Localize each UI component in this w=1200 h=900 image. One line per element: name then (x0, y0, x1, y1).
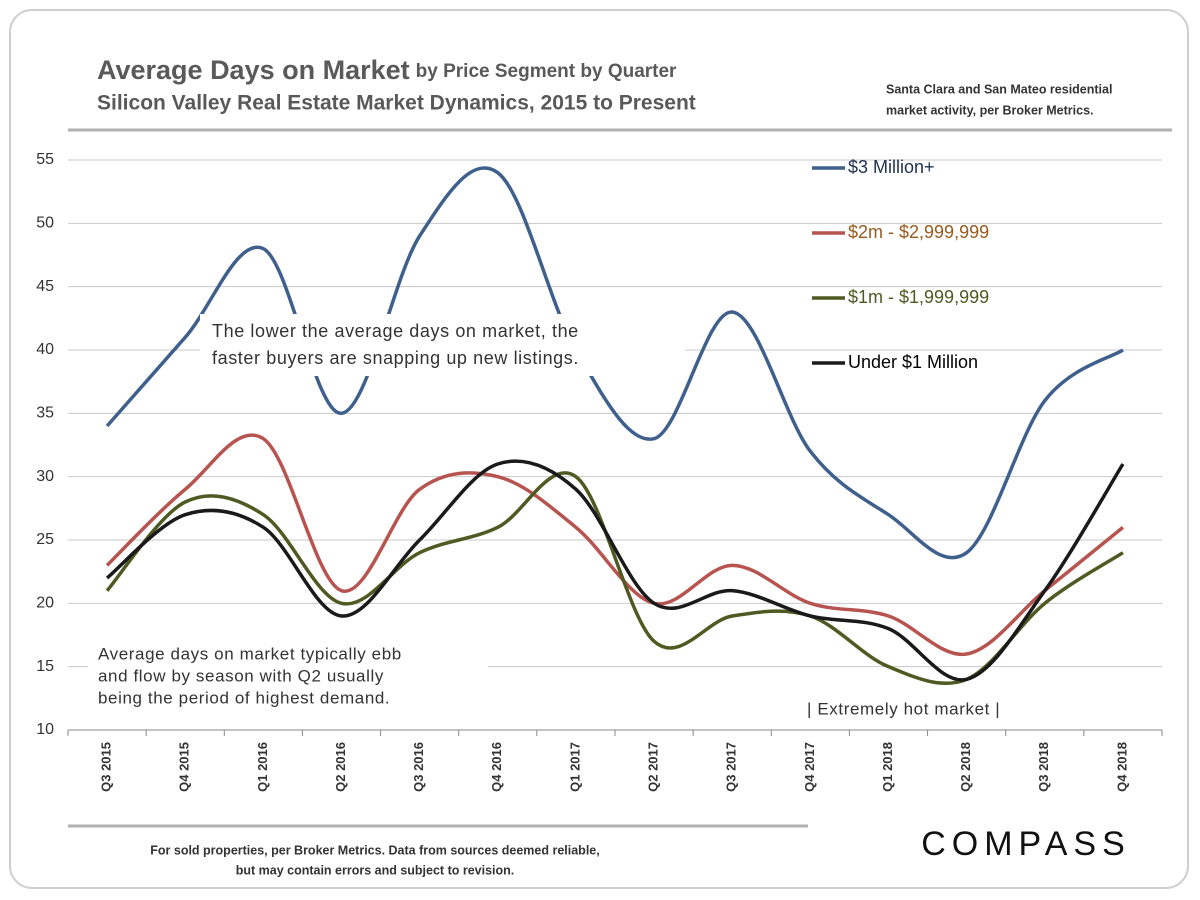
series-line (105, 471, 1124, 685)
x-tick-label: Q4 2016 (489, 742, 504, 792)
annotation-line: being the period of highest demand. (98, 688, 390, 707)
x-tick-label: Q1 2017 (567, 742, 582, 792)
legend-label: $3 Million+ (848, 157, 935, 177)
series-line (105, 166, 1124, 560)
y-tick-label: 10 (36, 721, 54, 738)
x-tick-label: Q3 2018 (1036, 742, 1051, 792)
annotation-line: faster buyers are snapping up new listin… (212, 348, 579, 368)
y-tick-label: 25 (36, 531, 54, 548)
annotation-line: The lower the average days on market, th… (212, 321, 579, 341)
x-tick-label: Q4 2018 (1114, 742, 1129, 792)
legend-label: $1m - $1,999,999 (848, 287, 989, 307)
x-tick-label: Q3 2016 (411, 742, 426, 792)
footnote-line: but may contain errors and subject to re… (236, 863, 515, 877)
chart-subtitle: Silicon Valley Real Estate Market Dynami… (97, 92, 696, 115)
legend-label: Under $1 Million (848, 352, 978, 372)
x-tick-label: Q2 2018 (958, 742, 973, 792)
x-tick-label: Q4 2017 (802, 742, 817, 792)
y-tick-label: 40 (36, 341, 54, 358)
note-line: Santa Clara and San Mateo residential (886, 82, 1112, 96)
y-tick-label: 50 (36, 215, 54, 232)
chart-title: Average Days on Market by Price Segment b… (97, 55, 677, 85)
brand-logo: COMPASS (921, 825, 1131, 863)
x-tick-label: Q2 2016 (333, 742, 348, 792)
legend-label: $2m - $2,999,999 (848, 222, 989, 242)
x-tick-label: Q4 2015 (177, 742, 192, 792)
footnote-line: For sold properties, per Broker Metrics.… (150, 843, 599, 857)
series-line (105, 433, 1125, 656)
annotation-line: Average days on market typically ebb (98, 644, 402, 663)
annotation-line: | Extremely hot market | (807, 699, 1000, 718)
y-tick-label: 20 (36, 595, 54, 612)
annotation-background (88, 640, 488, 716)
y-tick-label: 45 (36, 278, 54, 295)
x-tick-label: Q1 2016 (255, 742, 270, 792)
x-tick-label: Q2 2017 (646, 742, 661, 792)
y-tick-label: 30 (36, 468, 54, 485)
series-line (105, 459, 1125, 682)
x-tick-label: Q3 2017 (724, 742, 739, 792)
x-tick-label: Q3 2015 (99, 742, 114, 792)
note-line: market activity, per Broker Metrics. (886, 103, 1094, 117)
y-tick-label: 55 (36, 151, 54, 168)
x-tick-label: Q1 2018 (880, 742, 895, 792)
annotation-background (800, 696, 1050, 724)
title-main: Average Days on Market (97, 55, 410, 85)
y-tick-label: 15 (36, 658, 54, 675)
annotation-line: and flow by season with Q2 usually (98, 666, 384, 685)
title-suffix: by Price Segment by Quarter (416, 61, 677, 82)
annotation-background (200, 314, 685, 376)
y-tick-label: 35 (36, 405, 54, 422)
